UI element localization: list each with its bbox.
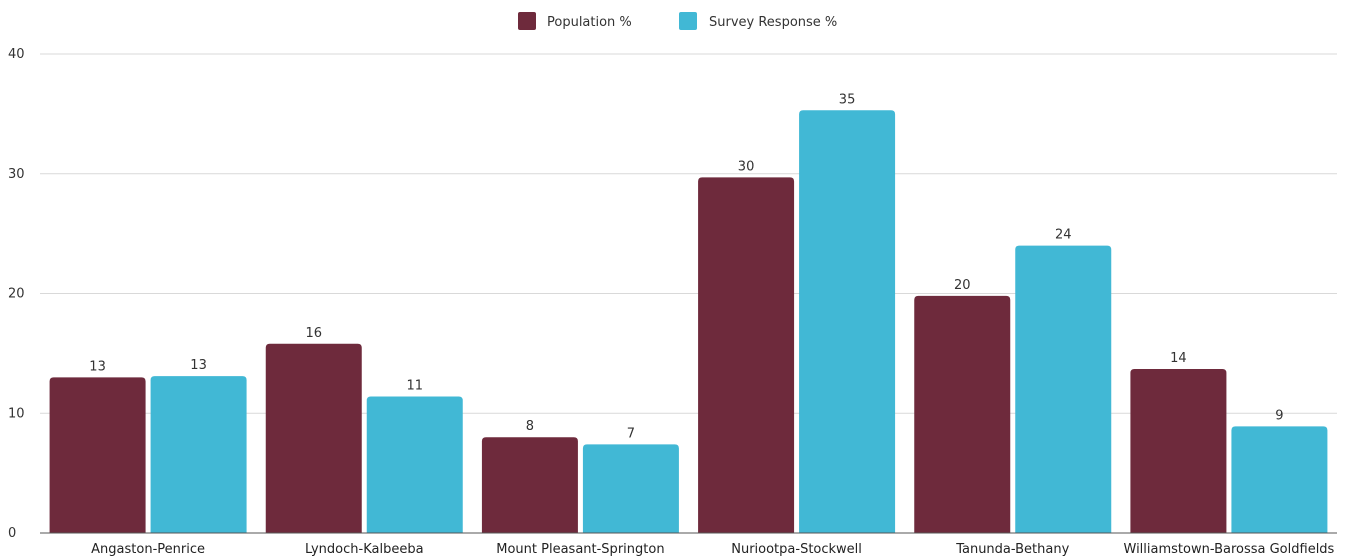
data-label: 20 xyxy=(954,278,971,293)
data-label: 14 xyxy=(1170,351,1187,366)
data-label: 8 xyxy=(526,419,534,434)
bar-population-3 xyxy=(481,437,578,533)
legend: Population % Survey Response % xyxy=(518,12,837,30)
bar-survey-response-5 xyxy=(1015,245,1112,533)
data-labels: 13 13 16 11 8 7 30 35 20 24 14 9 xyxy=(89,92,1283,441)
data-label: 35 xyxy=(839,92,856,107)
bar-survey-response-3 xyxy=(582,444,679,533)
legend-swatch-survey-response xyxy=(679,12,697,30)
data-label: 9 xyxy=(1275,408,1283,423)
data-label: 7 xyxy=(627,426,635,441)
x-category-label: Nuriootpa-Stockwell xyxy=(731,542,862,557)
bars xyxy=(49,110,1328,533)
data-label: 11 xyxy=(406,378,423,393)
legend-label-survey-response: Survey Response % xyxy=(709,15,837,30)
x-category-label: Angaston-Penrice xyxy=(91,542,205,557)
y-tick-label: 0 xyxy=(8,526,16,541)
bar-survey-response-4 xyxy=(799,110,896,533)
bar-population-6 xyxy=(1130,368,1227,533)
y-tick-label: 20 xyxy=(8,287,25,302)
data-label: 13 xyxy=(190,358,207,373)
bar-survey-response-6 xyxy=(1231,426,1328,533)
bar-survey-response-1 xyxy=(150,376,247,533)
x-axis-categories: Angaston-Penrice Lyndoch-Kalbeeba Mount Pl… xyxy=(91,542,1334,557)
bar-survey-response-2 xyxy=(366,396,463,533)
data-label: 24 xyxy=(1055,228,1072,243)
y-tick-label: 10 xyxy=(8,406,25,421)
y-tick-label: 40 xyxy=(8,47,25,62)
x-category-label: Tanunda-Bethany xyxy=(955,542,1069,557)
y-axis-ticks: 0 10 20 30 40 xyxy=(8,47,25,541)
legend-label-population: Population % xyxy=(547,15,632,30)
x-category-label: Williamstown-Barossa Goldfields xyxy=(1124,542,1335,557)
legend-swatch-population xyxy=(518,12,536,30)
bar-population-4 xyxy=(698,177,795,533)
data-label: 16 xyxy=(305,326,322,341)
bar-population-2 xyxy=(265,343,362,533)
x-category-label: Mount Pleasant-Springton xyxy=(496,542,664,557)
bar-population-1 xyxy=(49,377,146,533)
bar-population-5 xyxy=(914,295,1011,533)
data-label: 30 xyxy=(738,159,755,174)
gridlines xyxy=(40,53,1337,414)
x-category-label: Lyndoch-Kalbeeba xyxy=(305,542,424,557)
data-label: 13 xyxy=(89,359,106,374)
y-tick-label: 30 xyxy=(8,167,25,182)
